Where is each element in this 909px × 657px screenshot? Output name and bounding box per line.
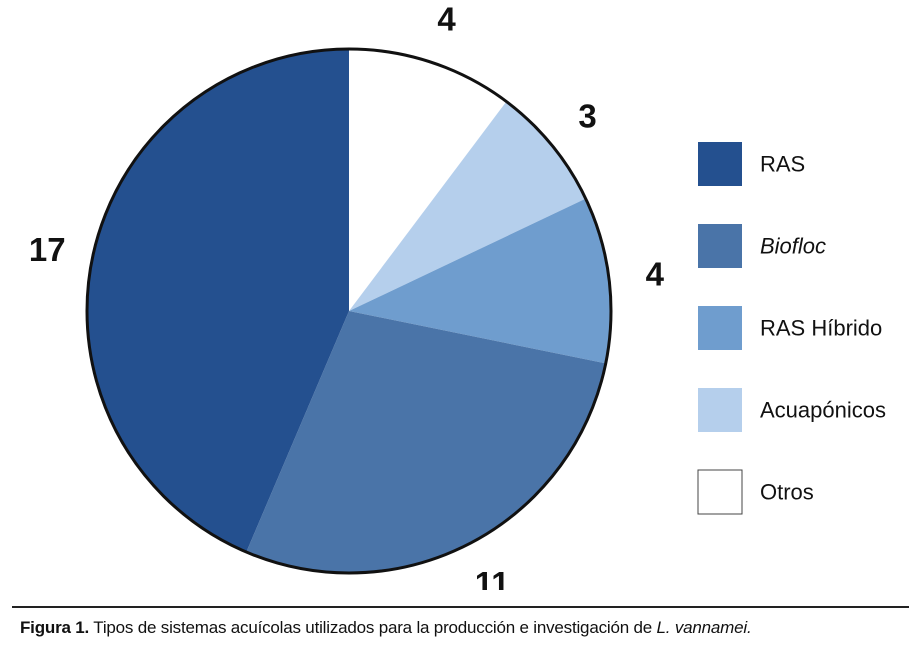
legend: RAS Biofloc RAS Híbrido Acuapónicos Otros xyxy=(697,142,886,515)
data-labels: 4 3 4 11 17 xyxy=(29,0,665,590)
legend-swatch-ras xyxy=(698,142,742,186)
pie-slices xyxy=(87,49,611,573)
caption-label: Figura 1. xyxy=(20,618,90,637)
data-label-otros: 4 xyxy=(437,0,456,37)
pie-slice-ras-h-brido xyxy=(349,198,611,364)
legend-swatch-otros xyxy=(697,469,743,515)
pie-chart-svg: 4 3 4 11 17 RAS Biofloc RAS Híbrido Acuapónicos… xyxy=(29,0,886,590)
legend-swatch-acuap-nicos xyxy=(698,388,742,432)
pie-slice-acuap-nicos xyxy=(349,101,586,312)
legend-label-otros: Otros xyxy=(760,480,814,505)
pie-outline xyxy=(85,47,613,575)
caption-divider xyxy=(12,606,909,608)
legend-label-ras-h-brido: RAS Híbrido xyxy=(760,316,882,341)
pie-slice-otros xyxy=(349,49,507,311)
legend-swatch-ras-h-brido xyxy=(698,306,742,350)
data-label-biofloc: 11 xyxy=(475,565,510,590)
pie-slice-biofloc xyxy=(246,311,606,573)
data-label-ras: 17 xyxy=(29,231,66,268)
caption-text: Tipos de sistemas acuícolas utilizados p… xyxy=(93,618,652,637)
pie-slice-ras xyxy=(87,49,349,553)
legend-label-ras: RAS xyxy=(760,152,805,177)
pie-chart: 4 3 4 11 17 RAS Biofloc RAS Híbrido Acuapónicos… xyxy=(29,0,886,590)
figure-caption: Figura 1. Tipos de sistemas acuícolas ut… xyxy=(20,618,752,638)
data-label-ras-h-brido: 4 xyxy=(646,255,665,292)
caption-species: L. vannamei. xyxy=(656,618,752,637)
legend-label-biofloc: Biofloc xyxy=(760,234,826,259)
legend-label-acuap-nicos: Acuapónicos xyxy=(760,398,886,423)
legend-swatch-biofloc xyxy=(698,224,742,268)
data-label-acuap-nicos: 3 xyxy=(578,98,596,135)
